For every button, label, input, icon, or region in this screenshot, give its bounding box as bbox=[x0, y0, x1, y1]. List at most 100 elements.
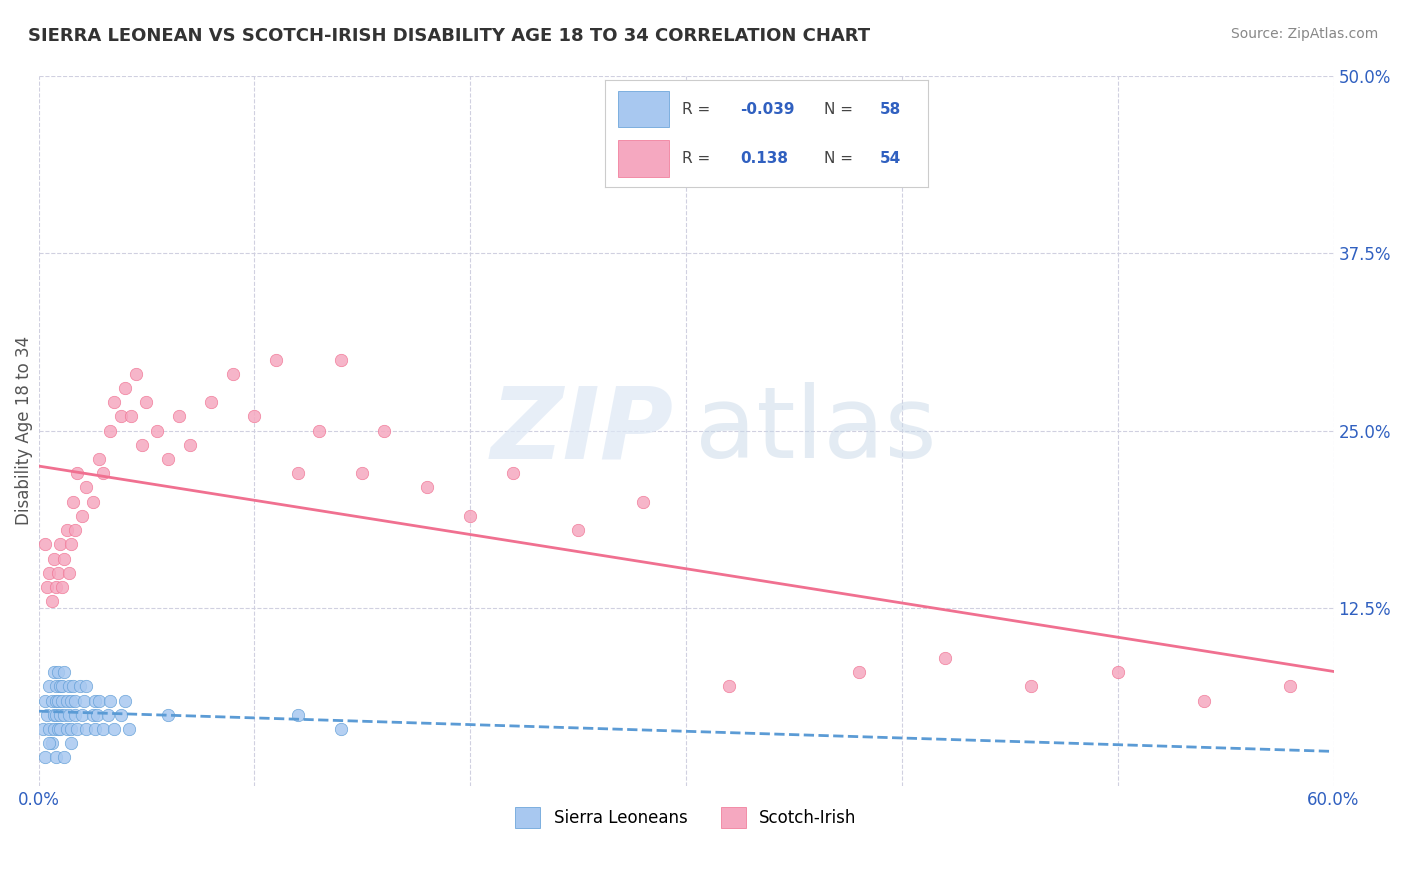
Point bbox=[287, 467, 309, 481]
Text: atlas: atlas bbox=[695, 382, 936, 479]
Legend: Sierra Leoneans, Scotch-Irish: Sierra Leoneans, Scotch-Irish bbox=[509, 801, 863, 834]
Point bbox=[49, 707, 72, 722]
Point bbox=[42, 707, 65, 722]
Point bbox=[157, 452, 180, 467]
Point bbox=[53, 750, 76, 764]
Point bbox=[83, 693, 105, 707]
Point bbox=[37, 580, 59, 594]
Point bbox=[31, 722, 53, 736]
Point bbox=[98, 424, 121, 438]
Point bbox=[59, 693, 82, 707]
Point bbox=[222, 367, 245, 381]
Point bbox=[55, 523, 77, 537]
Point bbox=[45, 750, 67, 764]
Point bbox=[1107, 665, 1129, 680]
Point bbox=[120, 409, 142, 424]
Point bbox=[42, 722, 65, 736]
FancyBboxPatch shape bbox=[617, 91, 669, 128]
Point bbox=[91, 467, 114, 481]
Text: 54: 54 bbox=[880, 151, 901, 166]
Point bbox=[934, 651, 956, 665]
Point bbox=[87, 693, 110, 707]
Point bbox=[502, 467, 524, 481]
Point bbox=[34, 693, 56, 707]
Point bbox=[98, 693, 121, 707]
Y-axis label: Disability Age 18 to 34: Disability Age 18 to 34 bbox=[15, 336, 32, 525]
Text: N =: N = bbox=[824, 102, 858, 117]
Point bbox=[51, 693, 73, 707]
Point bbox=[49, 722, 72, 736]
Text: SIERRA LEONEAN VS SCOTCH-IRISH DISABILITY AGE 18 TO 34 CORRELATION CHART: SIERRA LEONEAN VS SCOTCH-IRISH DISABILIT… bbox=[28, 27, 870, 45]
Point bbox=[70, 508, 93, 523]
Point bbox=[58, 566, 80, 580]
Point bbox=[55, 693, 77, 707]
Point bbox=[167, 409, 190, 424]
Point bbox=[49, 537, 72, 551]
Point bbox=[65, 523, 87, 537]
Text: ZIP: ZIP bbox=[491, 382, 673, 479]
Point bbox=[86, 707, 108, 722]
Point bbox=[264, 352, 287, 367]
Point bbox=[91, 722, 114, 736]
Point bbox=[131, 438, 153, 452]
Point bbox=[82, 707, 104, 722]
Point bbox=[38, 722, 60, 736]
Point bbox=[37, 707, 59, 722]
Point bbox=[124, 367, 146, 381]
Point bbox=[97, 707, 120, 722]
Point bbox=[70, 707, 93, 722]
Point bbox=[53, 707, 76, 722]
Point bbox=[66, 722, 89, 736]
Point bbox=[848, 665, 870, 680]
Point bbox=[65, 707, 87, 722]
Point bbox=[352, 467, 374, 481]
Text: R =: R = bbox=[682, 151, 716, 166]
Point bbox=[58, 679, 80, 693]
Point bbox=[287, 707, 309, 722]
Point bbox=[1192, 693, 1215, 707]
Point bbox=[49, 679, 72, 693]
Point bbox=[103, 395, 125, 409]
Point bbox=[329, 722, 352, 736]
Point bbox=[103, 722, 125, 736]
Point bbox=[45, 580, 67, 594]
Point bbox=[373, 424, 395, 438]
Point bbox=[179, 438, 201, 452]
Point bbox=[157, 707, 180, 722]
Point bbox=[58, 707, 80, 722]
Point bbox=[34, 750, 56, 764]
Point bbox=[51, 679, 73, 693]
Point bbox=[631, 494, 654, 508]
Point bbox=[59, 722, 82, 736]
Point bbox=[75, 722, 97, 736]
Point bbox=[87, 452, 110, 467]
Point bbox=[83, 722, 105, 736]
Point bbox=[1279, 679, 1302, 693]
Point bbox=[308, 424, 330, 438]
Point bbox=[51, 580, 73, 594]
Point bbox=[200, 395, 222, 409]
Point bbox=[69, 679, 91, 693]
Point bbox=[135, 395, 157, 409]
Point bbox=[45, 707, 67, 722]
Point bbox=[41, 736, 63, 750]
Point bbox=[118, 722, 141, 736]
Text: N =: N = bbox=[824, 151, 858, 166]
FancyBboxPatch shape bbox=[617, 140, 669, 177]
Text: 0.138: 0.138 bbox=[741, 151, 789, 166]
Point bbox=[46, 722, 69, 736]
Point bbox=[41, 693, 63, 707]
Point bbox=[62, 494, 84, 508]
Point bbox=[38, 566, 60, 580]
Text: Source: ZipAtlas.com: Source: ZipAtlas.com bbox=[1230, 27, 1378, 41]
Point bbox=[1021, 679, 1043, 693]
Point bbox=[34, 537, 56, 551]
Point bbox=[53, 551, 76, 566]
Point bbox=[59, 736, 82, 750]
Point bbox=[59, 537, 82, 551]
Text: 58: 58 bbox=[880, 102, 901, 117]
Point bbox=[243, 409, 266, 424]
Point bbox=[458, 508, 481, 523]
Point bbox=[75, 480, 97, 494]
Point bbox=[146, 424, 169, 438]
